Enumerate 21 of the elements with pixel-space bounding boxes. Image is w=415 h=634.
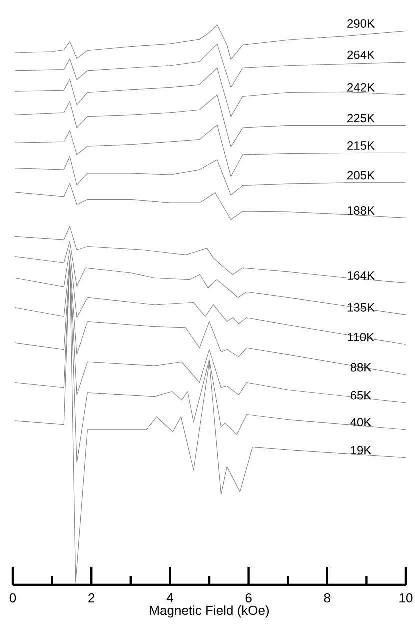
- series-label: 225K: [348, 114, 375, 123]
- series-label: 135K: [348, 303, 375, 312]
- series-label: 19K: [351, 446, 372, 455]
- series-label: 110K: [348, 333, 374, 342]
- series-label: 205K: [348, 171, 375, 180]
- series-label: 88K: [350, 363, 372, 372]
- series-label: 242K: [348, 83, 375, 92]
- series-label: 188K: [348, 206, 375, 215]
- x-tick-label: 10: [400, 594, 413, 603]
- x-axis-title: Magnetic Field (kOe): [150, 606, 270, 618]
- series-label: 164K: [348, 271, 375, 280]
- x-tick-label: 4: [166, 594, 174, 602]
- series-label: 290K: [348, 19, 375, 28]
- x-tick-label: 8: [324, 594, 330, 603]
- x-tick-label: 2: [88, 594, 95, 603]
- series-label: 264K: [348, 50, 375, 60]
- series-label: 65K: [350, 391, 372, 400]
- x-tick-label: 0: [10, 594, 16, 603]
- series-label: 215K: [348, 142, 375, 150]
- x-tick-label: 6: [246, 594, 252, 603]
- series-label: 40K: [350, 418, 372, 427]
